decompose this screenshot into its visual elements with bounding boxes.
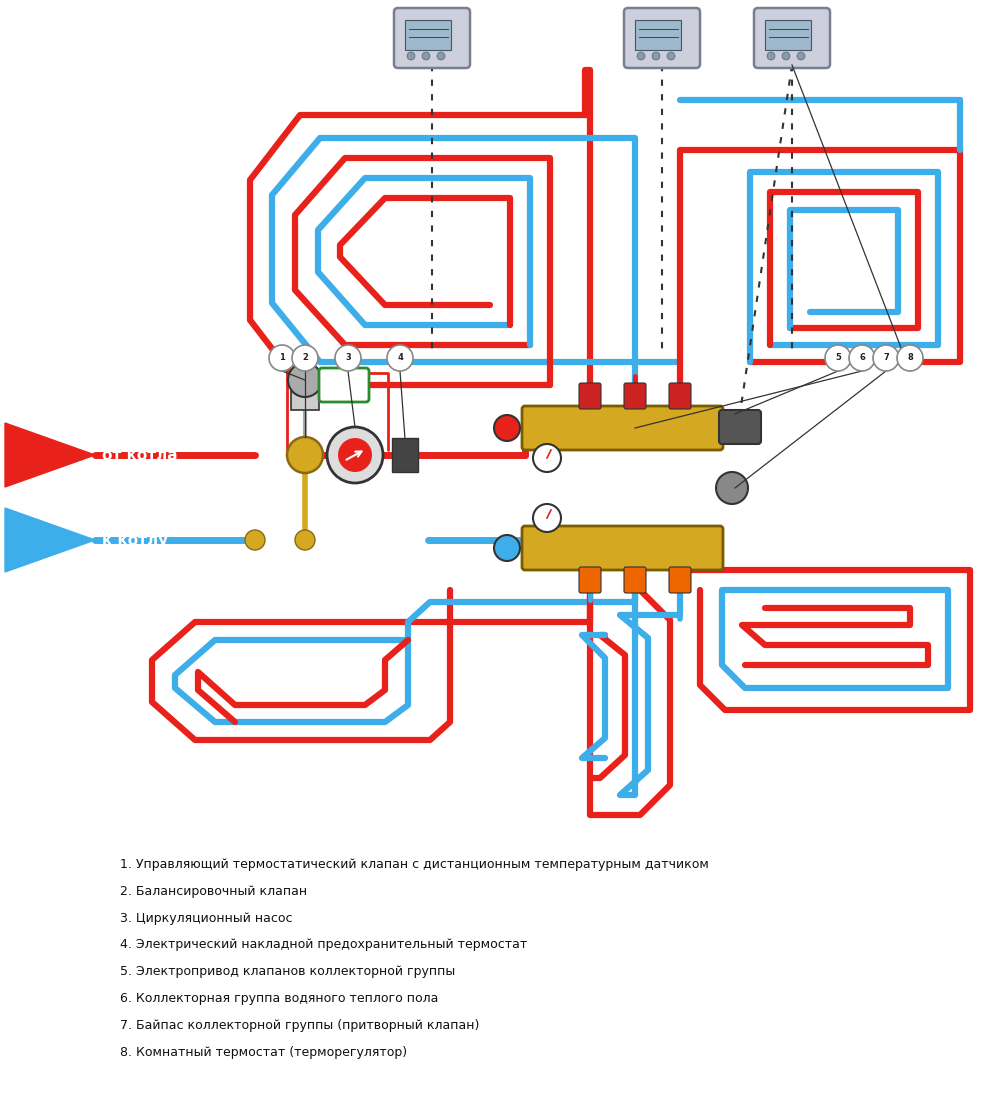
Circle shape [422,52,430,60]
FancyBboxPatch shape [624,383,646,409]
Circle shape [437,52,445,60]
Bar [405,20,451,50]
Circle shape [652,52,660,60]
FancyBboxPatch shape [579,383,601,409]
Text: 8: 8 [907,353,913,363]
Circle shape [245,530,265,550]
FancyBboxPatch shape [669,566,691,593]
Text: 1: 1 [279,353,285,363]
FancyBboxPatch shape [624,566,646,593]
Text: 1. Управляющий термостатический клапан с дистанционным температурным датчиком: 1. Управляющий термостатический клапан с… [120,858,709,871]
Circle shape [767,52,775,60]
Circle shape [494,415,520,441]
Text: 4: 4 [397,353,403,363]
Text: 7: 7 [883,353,889,363]
Text: 5. Электропривод клапанов коллекторной группы: 5. Электропривод клапанов коллекторной г… [120,965,455,978]
FancyBboxPatch shape [319,368,369,402]
Circle shape [295,530,315,550]
Text: 6: 6 [859,353,865,363]
Circle shape [327,427,383,483]
Circle shape [782,52,790,60]
FancyBboxPatch shape [522,406,723,450]
Circle shape [292,345,318,371]
FancyBboxPatch shape [522,526,723,570]
Circle shape [269,345,295,371]
Circle shape [873,345,899,371]
Text: 3: 3 [345,353,351,363]
Text: 7. Байпас коллекторной группы (притворный клапан): 7. Байпас коллекторной группы (притворны… [120,1019,479,1032]
Text: от котла: от котла [102,448,178,462]
FancyBboxPatch shape [624,8,700,68]
FancyBboxPatch shape [669,383,691,409]
Text: 2: 2 [302,353,308,363]
FancyBboxPatch shape [392,438,418,472]
Polygon shape [5,424,95,487]
FancyBboxPatch shape [394,8,470,68]
Bar [635,20,681,50]
Circle shape [287,437,323,473]
Circle shape [849,345,875,371]
Circle shape [288,363,322,397]
Bar [765,20,811,50]
Text: 2. Балансировочный клапан: 2. Балансировочный клапан [120,884,307,898]
Circle shape [716,472,748,504]
Text: 3. Циркуляционный насос: 3. Циркуляционный насос [120,912,292,925]
FancyBboxPatch shape [719,410,761,444]
Circle shape [897,345,923,371]
FancyBboxPatch shape [579,566,601,593]
Circle shape [407,52,415,60]
Bar [291,390,319,410]
Circle shape [335,345,361,371]
Text: 4. Электрический накладной предохранительный термостат: 4. Электрический накладной предохранител… [120,938,527,952]
Circle shape [338,438,372,472]
Text: 8. Комнатный термостат (терморегулятор): 8. Комнатный термостат (терморегулятор) [120,1046,407,1058]
Circle shape [494,535,520,561]
Text: к котлу: к котлу [102,532,168,548]
Circle shape [825,345,851,371]
Text: 6. Коллекторная группа водяного теплого пола: 6. Коллекторная группа водяного теплого … [120,992,438,1005]
Circle shape [533,504,561,532]
Polygon shape [5,508,95,572]
Circle shape [387,345,413,371]
Circle shape [797,52,805,60]
Circle shape [637,52,645,60]
Circle shape [533,444,561,472]
Circle shape [667,52,675,60]
Text: 5: 5 [835,353,841,363]
FancyBboxPatch shape [754,8,830,68]
